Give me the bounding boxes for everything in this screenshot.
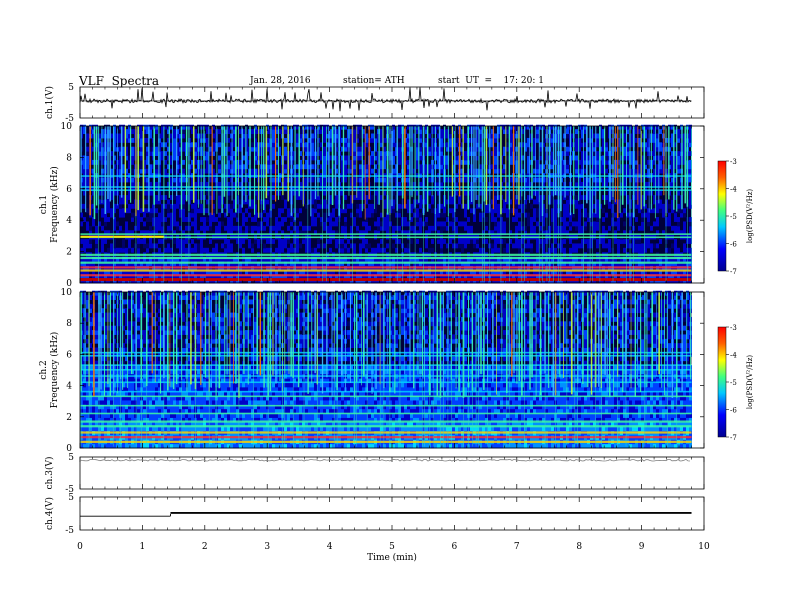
ch1-spectrogram-ytick: 0: [66, 279, 72, 289]
ch2-spectrogram-band-line: [80, 404, 692, 407]
ch1-spectrogram-colorbar-label: log(PSD(V²/Hz): [746, 189, 754, 244]
ch3-waveform-ytick-bottom: -5: [65, 485, 74, 495]
ch2-spectrogram-band-line: [80, 354, 692, 357]
ch1-spectrogram-colorbar-tick: -4: [730, 186, 737, 194]
ch4-waveform-ytick-top: 5: [68, 493, 74, 503]
ch2-spectrogram-colorbar-tick: -7: [730, 434, 737, 442]
ch2-spectrogram-ytick: 4: [66, 382, 72, 392]
ch1-spectrogram-band-line: [80, 189, 692, 191]
ch2-spectrogram-band-line: [80, 381, 692, 384]
ch2-spectrogram-colorbar-label: log(PSD(V²/Hz): [746, 355, 754, 410]
x-tick-label: 2: [202, 542, 208, 552]
ch2-spectrogram-colorbar-tick: -4: [730, 352, 737, 360]
ch1-spectrogram-band-line: [80, 186, 692, 188]
ch2-spectrogram-ytick: 6: [66, 350, 72, 360]
ch1-spectrogram-band-line: [80, 233, 692, 235]
ch3-trace: [79, 458, 691, 462]
ch2-spectrogram-band-line: [80, 420, 692, 423]
ch4-trace-band: [170, 512, 692, 514]
ch2-spectrogram-ytick: 10: [61, 288, 73, 298]
ch2-spectrogram-band-line: [80, 436, 692, 439]
ch2-spectrogram-spherics: [80, 292, 692, 447]
ch1-spectrogram-colorbar: [717, 160, 727, 272]
x-tick-label: 9: [639, 542, 645, 552]
ch2-spectrogram-colorbar-tick: -6: [730, 407, 737, 415]
x-tick-label: 1: [140, 542, 146, 552]
ch1-spectrogram-band-line: [80, 236, 692, 239]
ch4-waveform-ytick-bottom: -5: [65, 526, 74, 536]
ch1-spectrogram-band-line: [80, 253, 692, 256]
ch1-spectrogram-colorbar-tick: -7: [730, 268, 737, 276]
ch1-spectrogram-band-line: [80, 274, 692, 277]
ch2-spectrogram-band-line: [80, 364, 692, 366]
ch1-spectrogram-ylabel: Frequency (kHz): [49, 166, 60, 243]
ch1-spectrogram-ytick: 8: [66, 153, 72, 163]
ch1-waveform-ylabel: ch.1(V): [44, 86, 55, 119]
ch2-spectrogram-band-line: [80, 375, 692, 377]
ch1-spectrogram-colorbar-tick: -5: [730, 213, 737, 221]
ch2-spectrogram-ytick: 2: [66, 413, 72, 423]
x-tick-label: 0: [77, 542, 83, 552]
ch1-spectrogram-band-line: [80, 175, 692, 177]
ch1-spectrogram-ytick: 10: [61, 122, 73, 132]
ch1-waveform-ytick-top: 5: [68, 83, 74, 93]
ch2-spectrogram-band-line: [80, 369, 692, 371]
ch1-spectrogram-ytick: 2: [66, 248, 72, 258]
ch2-spectrogram-band-line: [80, 412, 692, 415]
x-tick-label: 7: [514, 542, 520, 552]
ch2-spectrogram-band-line: [80, 431, 692, 434]
ch2-spectrogram-ytick: 0: [66, 444, 72, 454]
ch1-spectrogram-band-line: [80, 266, 692, 269]
ch1-spectrogram-spherics: [80, 126, 692, 282]
ch2-spectrogram-band-line: [80, 425, 692, 428]
ch1-spectrogram-ytick: 6: [66, 185, 72, 195]
ch1-spectrogram-band-line: [80, 256, 692, 260]
ch2-spectrogram-band-line: [80, 390, 692, 393]
ch1-spectrogram-band-line: [80, 269, 692, 272]
x-tick-label: 6: [452, 542, 458, 552]
ch1-spectrogram-low-tone: [80, 278, 692, 282]
ch4-waveform-ylabel: ch.4(V): [44, 497, 55, 530]
start-time-label: start UT = 17: 20: 1: [438, 76, 544, 86]
x-tick-label: 10: [698, 542, 710, 552]
ch2-spectrogram-ytick: 8: [66, 319, 72, 329]
ch1-trace: [79, 87, 692, 112]
x-tick-label: 8: [576, 542, 582, 552]
plot-layer: [79, 86, 729, 531]
x-tick-label: 4: [327, 542, 333, 552]
ch1-spectrogram-band-line: [80, 261, 692, 264]
ch2-spectrogram-band-line: [80, 440, 692, 443]
ch1-spectrogram-colorbar-tick: -6: [730, 241, 737, 249]
station-label: station= ATH: [343, 76, 405, 86]
ch1-spectrogram-colorbar-tick: -3: [730, 158, 737, 166]
ch1-spectrogram-early-tone: [80, 235, 165, 238]
ch2-spectrogram-band-line: [80, 351, 692, 354]
ch2-spectrogram-band-line: [80, 395, 692, 398]
ch2-spectrogram-colorbar: [717, 326, 727, 438]
ch1-waveform-ytick-bottom: -5: [65, 114, 74, 124]
x-tick-label: 3: [264, 542, 270, 552]
x-tick-label: 5: [389, 542, 395, 552]
ch3-waveform-ylabel: ch.3(V): [44, 457, 55, 490]
ch2-spectrogram-colorbar-tick: -3: [730, 324, 737, 332]
x-axis-label: Time (min): [367, 552, 417, 563]
figure-title: VLF Spectra: [79, 74, 160, 88]
ch1-spectrogram-ytick: 4: [66, 216, 72, 226]
ch3-waveform-ytick-top: 5: [68, 453, 74, 463]
ch2-spectrogram-ylabel: Frequency (kHz): [49, 332, 60, 409]
ch2-spectrogram-colorbar-tick: -5: [730, 379, 737, 387]
ch1-spectrogram-channel-label: ch.1: [39, 195, 49, 214]
ch2-spectrogram-channel-label: ch.2: [39, 360, 49, 379]
recording-date: Jan. 28, 2016: [250, 76, 311, 86]
